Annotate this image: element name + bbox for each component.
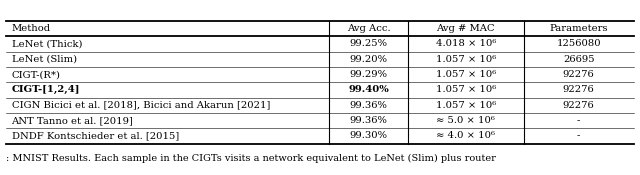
Text: -: - (577, 131, 580, 140)
Text: LeNet (Thick): LeNet (Thick) (12, 40, 82, 48)
Text: 1256080: 1256080 (556, 40, 601, 48)
Text: 99.36%: 99.36% (349, 101, 388, 110)
Text: 99.29%: 99.29% (349, 70, 388, 79)
Text: 99.36%: 99.36% (349, 116, 388, 125)
Text: CIGT-[1,2,4]: CIGT-[1,2,4] (12, 85, 80, 94)
Text: CIGT-(R*): CIGT-(R*) (12, 70, 61, 79)
Text: Avg # MAC: Avg # MAC (436, 24, 495, 33)
Text: 92276: 92276 (563, 70, 595, 79)
Text: 26695: 26695 (563, 55, 595, 64)
Text: 99.20%: 99.20% (349, 55, 388, 64)
Text: 92276: 92276 (563, 85, 595, 94)
Text: CIGN Bicici et al. [2018], Bicici and Akarun [2021]: CIGN Bicici et al. [2018], Bicici and Ak… (12, 101, 270, 110)
Text: ≈ 4.0 × 10⁶: ≈ 4.0 × 10⁶ (436, 131, 495, 140)
Text: 99.30%: 99.30% (349, 131, 388, 140)
Text: 1.057 × 10⁶: 1.057 × 10⁶ (436, 85, 496, 94)
Text: 1.057 × 10⁶: 1.057 × 10⁶ (436, 70, 496, 79)
Text: LeNet (Slim): LeNet (Slim) (12, 55, 77, 64)
Text: : MNIST Results. Each sample in the CIGTs visits a network equivalent to LeNet (: : MNIST Results. Each sample in the CIGT… (6, 154, 496, 163)
Text: -: - (577, 116, 580, 125)
Text: Avg Acc.: Avg Acc. (347, 24, 390, 33)
Text: 92276: 92276 (563, 101, 595, 110)
Text: ≈ 5.0 × 10⁶: ≈ 5.0 × 10⁶ (436, 116, 495, 125)
Text: 99.40%: 99.40% (348, 85, 389, 94)
Text: Method: Method (12, 24, 51, 33)
Text: 1.057 × 10⁶: 1.057 × 10⁶ (436, 101, 496, 110)
Text: 99.25%: 99.25% (349, 40, 388, 48)
Text: ANT Tanno et al. [2019]: ANT Tanno et al. [2019] (12, 116, 133, 125)
Text: 4.018 × 10⁶: 4.018 × 10⁶ (436, 40, 496, 48)
Text: Parameters: Parameters (550, 24, 608, 33)
Text: 1.057 × 10⁶: 1.057 × 10⁶ (436, 55, 496, 64)
Text: DNDF Kontschieder et al. [2015]: DNDF Kontschieder et al. [2015] (12, 131, 179, 140)
